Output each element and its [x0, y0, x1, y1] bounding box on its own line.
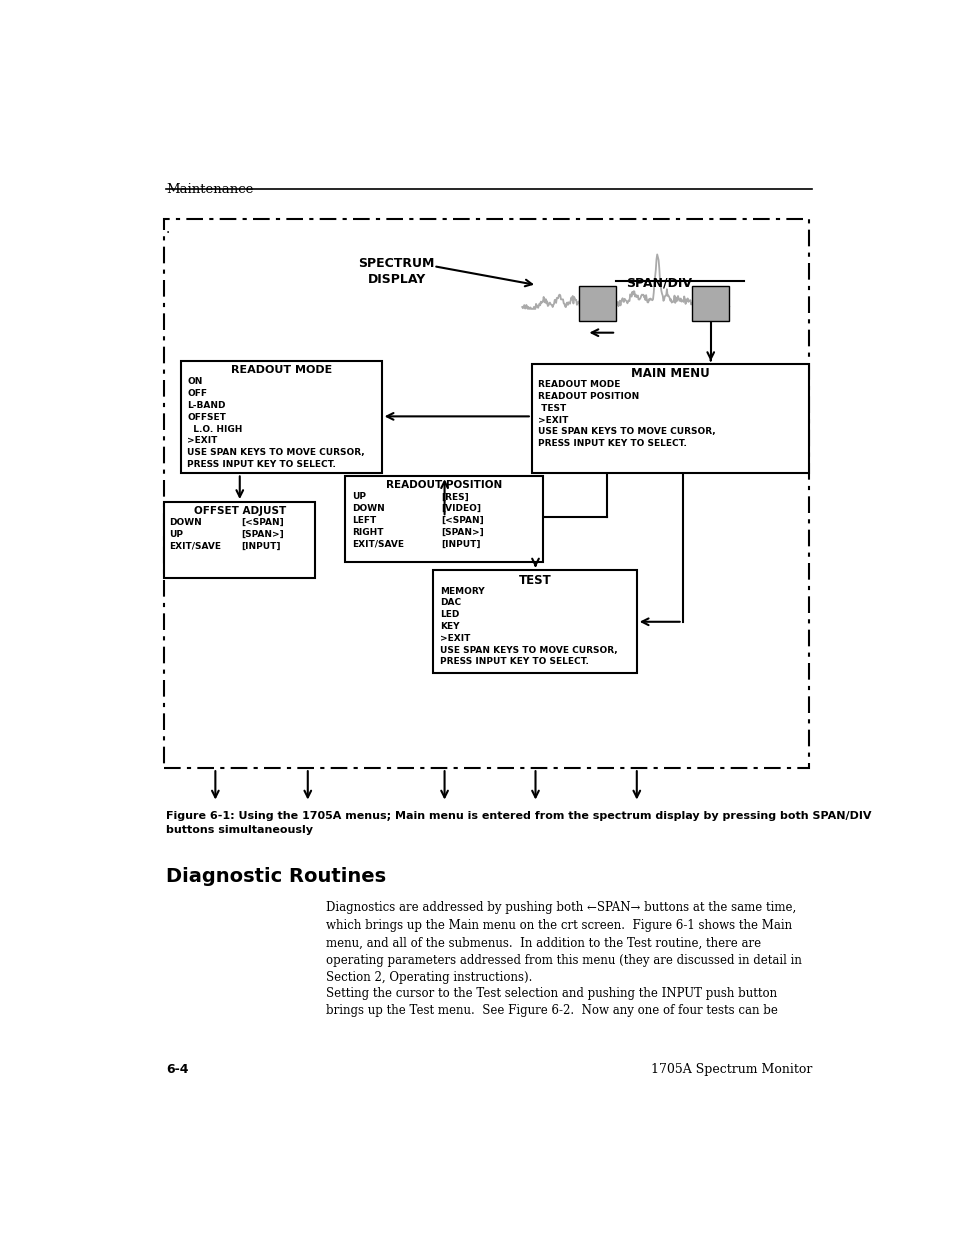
FancyBboxPatch shape — [164, 501, 314, 578]
FancyBboxPatch shape — [531, 364, 808, 473]
Text: UP
DOWN
LEFT
RIGHT
EXIT/SAVE: UP DOWN LEFT RIGHT EXIT/SAVE — [352, 493, 404, 548]
Text: [RES]
[VIDEO]
[<SPAN]
[SPAN>]
[INPUT]: [RES] [VIDEO] [<SPAN] [SPAN>] [INPUT] — [440, 493, 483, 548]
Text: 1705A Spectrum Monitor: 1705A Spectrum Monitor — [650, 1063, 811, 1076]
Text: Setting the cursor to the Test selection and pushing the INPUT push button
bring: Setting the cursor to the Test selection… — [326, 987, 778, 1018]
Text: MEMORY
DAC
LED
KEY
>EXIT
USE SPAN KEYS TO MOVE CURSOR,
PRESS INPUT KEY TO SELECT: MEMORY DAC LED KEY >EXIT USE SPAN KEYS T… — [439, 587, 618, 667]
FancyBboxPatch shape — [433, 571, 637, 673]
FancyBboxPatch shape — [344, 477, 542, 562]
Text: OFFSET ADJUST: OFFSET ADJUST — [193, 506, 286, 516]
Text: .: . — [166, 222, 170, 236]
Text: TEST: TEST — [518, 574, 551, 587]
Text: READOUT MODE
READOUT POSITION
 TEST
>EXIT
USE SPAN KEYS TO MOVE CURSOR,
PRESS IN: READOUT MODE READOUT POSITION TEST >EXIT… — [537, 380, 716, 448]
Text: READOUT POSITION: READOUT POSITION — [386, 480, 502, 490]
Text: MAIN MENU: MAIN MENU — [630, 367, 709, 380]
Text: Diagnostics are addressed by pushing both ←SPAN→ buttons at the same time,
which: Diagnostics are addressed by pushing bot… — [326, 902, 801, 984]
Text: SPAN/DIV: SPAN/DIV — [625, 277, 691, 289]
Text: ON
OFF
L-BAND
OFFSET
  L.O. HIGH
>EXIT
USE SPAN KEYS TO MOVE CURSOR,
PRESS INPUT: ON OFF L-BAND OFFSET L.O. HIGH >EXIT USE… — [187, 378, 364, 469]
FancyBboxPatch shape — [578, 287, 616, 321]
Text: DOWN
UP
EXIT/SAVE: DOWN UP EXIT/SAVE — [170, 519, 221, 551]
Text: Diagnostic Routines: Diagnostic Routines — [166, 867, 386, 887]
Text: Figure 6-1: Using the 1705A menus; Main menu is entered from the spectrum displa: Figure 6-1: Using the 1705A menus; Main … — [166, 811, 870, 835]
Text: Maintenance: Maintenance — [166, 183, 253, 196]
FancyBboxPatch shape — [692, 287, 728, 321]
Text: [<SPAN]
[SPAN>]
[INPUT]: [<SPAN] [SPAN>] [INPUT] — [241, 519, 284, 551]
Text: READOUT MODE: READOUT MODE — [231, 366, 333, 375]
Text: SPECTRUM
DISPLAY: SPECTRUM DISPLAY — [358, 257, 435, 285]
Text: 6-4: 6-4 — [166, 1063, 188, 1076]
FancyBboxPatch shape — [180, 361, 381, 473]
